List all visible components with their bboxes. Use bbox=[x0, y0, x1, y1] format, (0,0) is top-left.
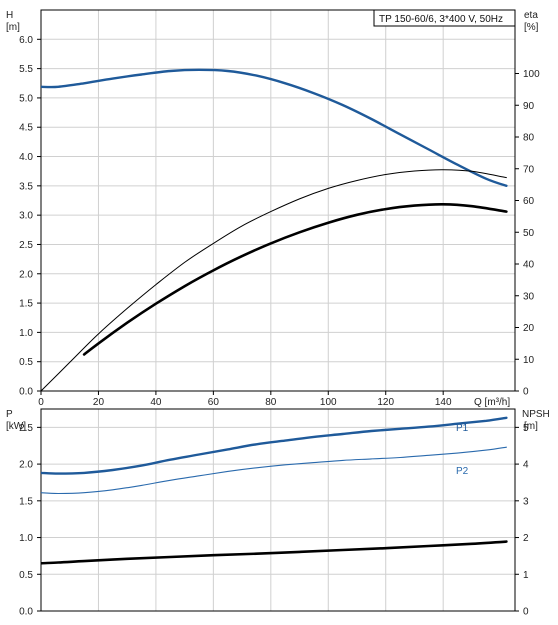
right-tick-label: 20 bbox=[523, 323, 535, 334]
right-tick-label: 80 bbox=[523, 133, 535, 144]
head-axis-ticks: 0.0 0.5 1.0 1.5 2.0 2.5 3.0 3.5 4.0 4.5 5.0 5.5 6.0 bbox=[19, 35, 41, 398]
power-axis-label: P bbox=[6, 409, 13, 420]
efficiency-axis-ticks: 0 10 20 30 40 50 60 70 80 90 100 bbox=[515, 69, 540, 398]
p2-series-line bbox=[41, 446, 507, 495]
right-tick-label: 2 bbox=[523, 533, 529, 544]
left-tick-label: 5.0 bbox=[19, 93, 33, 104]
left-tick-label: 2.5 bbox=[19, 240, 33, 251]
efficiency-curve-thick bbox=[82, 202, 508, 356]
x-tick-label: 140 bbox=[435, 397, 452, 408]
efficiency-axis-unit: [%] bbox=[524, 22, 539, 33]
right-tick-label: 30 bbox=[523, 291, 535, 302]
left-tick-label: 0.5 bbox=[19, 357, 33, 368]
x-tick-label: 20 bbox=[93, 397, 105, 408]
pump-model-label: TP 150-60/6, 3*400 V, 50Hz bbox=[379, 14, 503, 25]
p1-series-label: P1 bbox=[456, 423, 469, 434]
left-tick-label: 0.0 bbox=[19, 607, 33, 618]
bottom-gridlines bbox=[40, 409, 515, 612]
left-tick-label: 2.5 bbox=[19, 423, 33, 434]
right-tick-label: 0 bbox=[523, 607, 529, 618]
right-tick-label: 50 bbox=[523, 228, 535, 239]
right-tick-label: 0 bbox=[523, 387, 529, 398]
x-tick-label: 40 bbox=[150, 397, 162, 408]
right-tick-label: 70 bbox=[523, 164, 535, 175]
efficiency-axis-label: eta bbox=[524, 10, 538, 21]
top-series-group bbox=[41, 68, 508, 391]
left-tick-label: 1.0 bbox=[19, 533, 33, 544]
left-tick-label: 2.0 bbox=[19, 460, 33, 471]
x-tick-label: 60 bbox=[208, 397, 220, 408]
left-tick-label: 4.0 bbox=[19, 152, 33, 163]
x-tick-label: 0 bbox=[38, 397, 44, 408]
npsh-axis-ticks: 0 1 2 3 4 5 bbox=[515, 423, 529, 618]
bottom-series-group bbox=[41, 416, 508, 565]
right-tick-label: 3 bbox=[523, 496, 529, 507]
right-tick-label: 100 bbox=[523, 69, 540, 80]
flow-axis-ticks: 0 20 40 60 80 100 120 140 bbox=[38, 391, 452, 408]
left-tick-label: 0.0 bbox=[19, 387, 33, 398]
flow-axis-label: Q [m³/h] bbox=[474, 397, 510, 408]
x-tick-label: 120 bbox=[377, 397, 394, 408]
npsh-axis-label: NPSH bbox=[522, 409, 550, 420]
left-tick-label: 1.5 bbox=[19, 496, 33, 507]
left-tick-label: 5.5 bbox=[19, 64, 33, 75]
x-tick-label: 100 bbox=[320, 397, 337, 408]
legend-box bbox=[373, 9, 516, 27]
power-axis-unit: [kW] bbox=[6, 421, 26, 432]
left-tick-label: 4.5 bbox=[19, 123, 33, 134]
right-tick-label: 1 bbox=[523, 570, 529, 581]
efficiency-curve-thin bbox=[41, 169, 507, 391]
head-axis-label: H bbox=[6, 10, 13, 21]
power-npsh-panel: 0.0 0.5 1.0 1.5 2.0 2.5 0 1 2 3 4 5 P [kW] NPSH [m… bbox=[6, 408, 550, 618]
head-axis-unit: [m] bbox=[6, 22, 20, 33]
left-tick-label: 1.5 bbox=[19, 299, 33, 310]
head-efficiency-panel: 0.00.51.01.52.02.53.03.54.04.55.05.56.0 … bbox=[6, 9, 540, 408]
npsh-axis-unit: [m] bbox=[524, 421, 538, 432]
power-axis-ticks: 0.0 0.5 1.0 1.5 2.0 2.5 bbox=[19, 423, 41, 618]
left-tick-label: 3.0 bbox=[19, 211, 33, 222]
left-tick-label: 2.0 bbox=[19, 269, 33, 280]
left-tick-label: 6.0 bbox=[19, 35, 33, 46]
left-tick-label: 1.0 bbox=[19, 328, 33, 339]
right-tick-label: 4 bbox=[523, 460, 529, 471]
top-gridlines bbox=[40, 10, 515, 392]
left-tick-label: 0.5 bbox=[19, 570, 33, 581]
p1-series-line bbox=[41, 416, 508, 475]
right-tick-label: 60 bbox=[523, 196, 535, 207]
head-curve bbox=[41, 68, 508, 187]
p2-series-label: P2 bbox=[456, 466, 469, 477]
left-tick-label: 3.5 bbox=[19, 181, 33, 192]
right-tick-label: 90 bbox=[523, 101, 535, 112]
bottom-plot-frame bbox=[40, 408, 516, 612]
npsh-curve bbox=[41, 540, 508, 565]
right-tick-label: 5 bbox=[523, 423, 529, 434]
right-tick-label: 10 bbox=[523, 355, 535, 366]
right-tick-label: 40 bbox=[523, 260, 535, 271]
x-tick-label: 80 bbox=[265, 397, 277, 408]
